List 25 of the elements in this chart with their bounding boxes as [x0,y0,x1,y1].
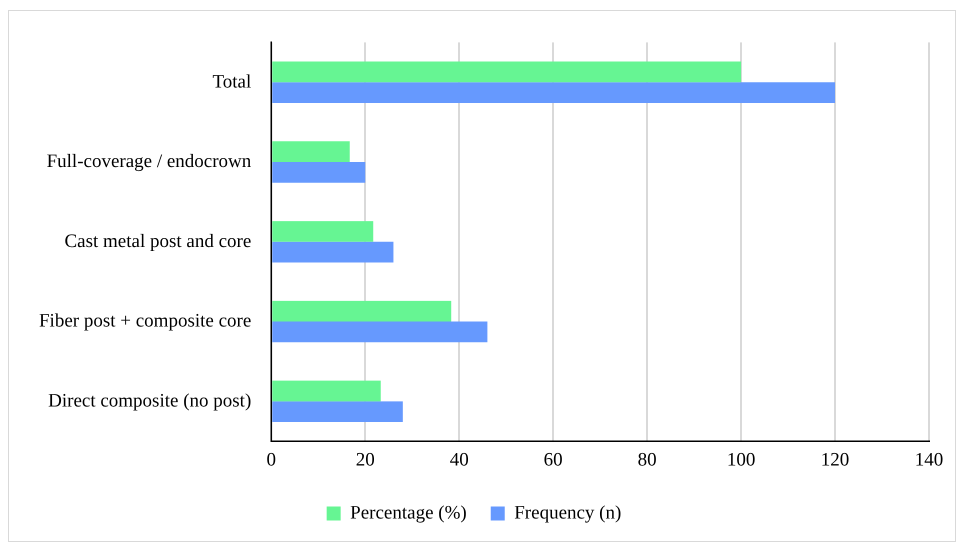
legend-label: Frequency (n) [514,502,622,524]
x-tick-label: 100 [726,450,756,471]
y-tick-label: Full-coverage / endocrown [46,151,252,172]
bar [272,162,366,183]
bar [272,380,381,402]
y-tick-label: Total [212,71,252,92]
x-tick-label: 60 [544,450,563,471]
x-tick-label: 140 [914,450,944,471]
bar [272,82,836,104]
bar [272,242,394,263]
bar [272,322,488,342]
x-tick-label: 120 [820,450,850,471]
y-tick-label: Fiber post + composite core [38,310,252,332]
bar [272,300,452,322]
x-tick-label: 80 [638,450,657,471]
bar [272,401,403,422]
bar [272,62,742,82]
y-tick-label: Cast metal post and core [64,230,252,252]
y-tick-label: Direct composite (no post) [48,390,252,412]
bar [272,141,350,162]
bar [272,221,374,242]
x-tick-label: 20 [356,450,375,471]
legend-label: Percentage (%) [350,502,467,524]
x-tick-label: 0 [266,450,276,471]
x-tick-label: 40 [450,450,469,471]
